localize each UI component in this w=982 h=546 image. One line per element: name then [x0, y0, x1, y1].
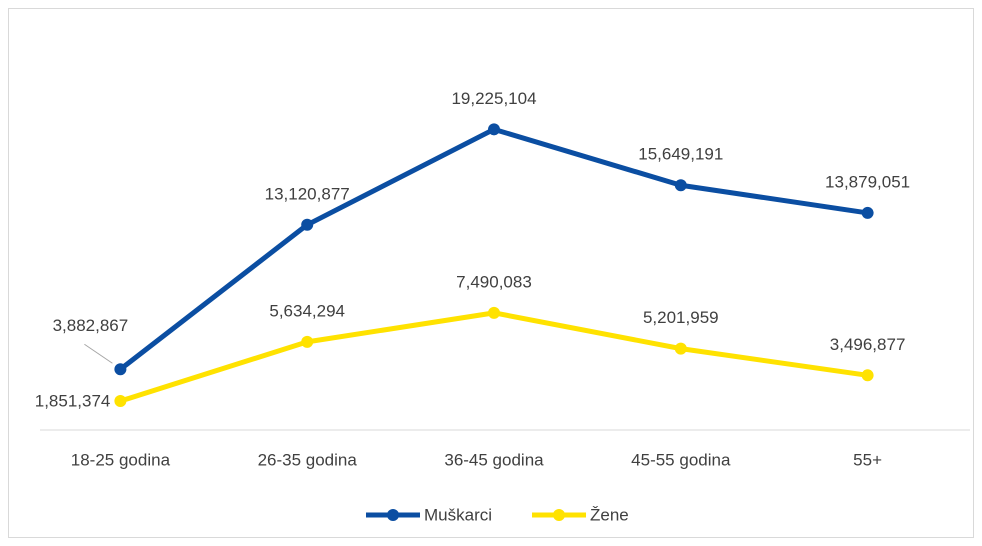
data-label: 5,634,294: [269, 301, 345, 320]
x-tick-label: 45-55 godina: [631, 450, 731, 469]
x-tick-label: 26-35 godina: [258, 450, 358, 469]
legend-marker: [387, 509, 399, 521]
chart-border: [8, 8, 974, 538]
data-point: [674, 342, 687, 355]
data-point: [301, 335, 314, 348]
legend-marker: [553, 509, 566, 521]
data-label: 15,649,191: [638, 145, 723, 164]
data-point: [488, 123, 500, 136]
data-point: [301, 218, 314, 231]
data-label: 3,882,867: [53, 316, 129, 335]
x-tick-label: 36-45 godina: [444, 450, 544, 469]
data-point: [861, 206, 874, 219]
data-label: 7,490,083: [456, 272, 532, 291]
data-label: 3,496,877: [830, 335, 906, 354]
legend-label: Žene: [590, 505, 629, 524]
data-label: 13,879,051: [825, 172, 910, 191]
data-label: 13,120,877: [265, 184, 350, 203]
leader-line: [84, 343, 113, 364]
data-point: [114, 395, 127, 408]
data-point: [488, 306, 500, 319]
data-label: 19,225,104: [451, 89, 536, 108]
data-point: [674, 179, 687, 192]
x-tick-label: 18-25 godina: [71, 450, 171, 469]
legend-label: Muškarci: [424, 505, 492, 524]
x-tick-label: 55+: [853, 450, 882, 469]
data-point: [114, 363, 127, 376]
data-point: [861, 369, 874, 382]
data-label: 5,201,959: [643, 308, 719, 327]
data-label: 1,851,374: [35, 392, 111, 411]
